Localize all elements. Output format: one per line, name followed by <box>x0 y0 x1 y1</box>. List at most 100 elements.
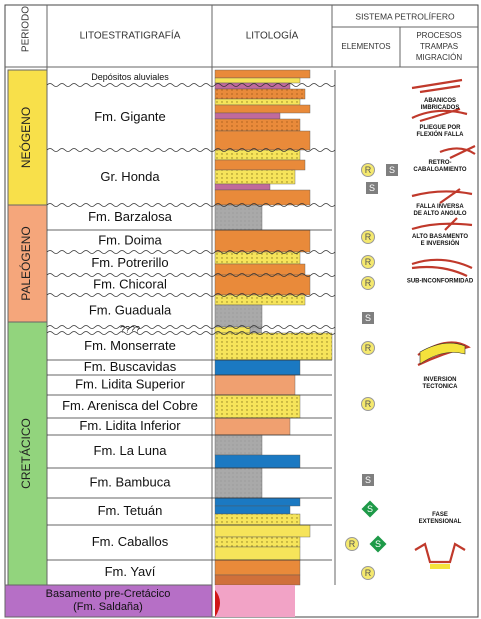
process-icon <box>412 189 472 203</box>
element-label: R <box>365 278 372 288</box>
header-lithology: LITOLOGÍA <box>246 29 299 42</box>
lithology-layer <box>215 70 310 78</box>
lithology-layer <box>215 230 310 252</box>
formation-boundary <box>47 84 335 87</box>
element-label: R <box>365 343 372 353</box>
lithology-layer <box>215 375 295 395</box>
period-label: CRETÁCICO <box>18 418 33 489</box>
lithology-layer <box>215 575 300 585</box>
formation-name: Fm. Guaduala <box>89 302 172 317</box>
process-label: RETRO- <box>429 160 452 166</box>
process-icon <box>412 80 462 92</box>
formation-name: Fm. Lidita Superior <box>75 376 185 391</box>
process-label: ABANICOS <box>424 98 456 104</box>
lithology-layer <box>215 560 300 575</box>
header-system: SISTEMA PETROLÍFERO <box>355 11 455 21</box>
formation-name: Fm. Monserrate <box>84 338 176 353</box>
lithology-layer <box>215 205 262 230</box>
period-label: PALEÓGENO <box>18 226 33 300</box>
lithology-layer <box>215 525 310 537</box>
formation-name: Fm. Tetuán <box>98 503 163 518</box>
formation-boundary <box>47 326 335 329</box>
formation-name: Gr. Honda <box>100 169 160 184</box>
element-label: S <box>367 504 373 514</box>
process-label: FALLA INVERSA <box>416 204 464 210</box>
lithology-layer <box>215 99 300 105</box>
lithology-layer <box>215 113 280 119</box>
lithology-layer <box>215 78 300 83</box>
lithology-layer <box>215 418 290 435</box>
basement-lithology <box>215 585 295 617</box>
formation-name: Fm. Doima <box>98 232 162 247</box>
lithology-layer <box>215 455 300 468</box>
element-label: S <box>389 165 395 175</box>
process-icon <box>412 260 472 276</box>
process-label: PLIEGUE POR <box>419 125 461 131</box>
lithology-layer <box>215 170 295 184</box>
process-icon <box>415 544 465 562</box>
process-label: ALTO BASAMENTO <box>412 234 468 240</box>
element-label: R <box>365 568 372 578</box>
basement-label: (Fm. Saldaña) <box>73 601 143 613</box>
lithology-layer <box>215 333 332 360</box>
header-processes: TRAMPAS <box>420 42 458 51</box>
lithology-layer <box>215 498 300 506</box>
formation-name: Fm. La Luna <box>94 443 168 458</box>
element-label: S <box>375 539 381 549</box>
lithology-layer <box>215 395 300 418</box>
process-label: INVERSION <box>423 377 456 383</box>
process-icon <box>440 146 475 158</box>
formation-name: Fm. Buscavidas <box>84 359 177 374</box>
header-period: PERIODO <box>21 6 32 52</box>
formation-name: Fm. Caballos <box>92 534 169 549</box>
process-label: FLEXIÓN FALLA <box>417 130 465 138</box>
header-lithostratigraphy: LITOESTRATIGRAFÍA <box>80 29 181 42</box>
process-label: DE ALTO ANGULO <box>414 211 467 217</box>
element-label: S <box>365 313 371 323</box>
formation-name: Fm. Bambuca <box>90 474 172 489</box>
formation-name: Fm. Chicoral <box>93 276 167 291</box>
lithology-layer <box>215 506 290 514</box>
lithology-layer <box>215 184 270 190</box>
element-label: R <box>349 539 356 549</box>
header-processes: PROCESOS <box>416 31 461 40</box>
formation-name: Fm. Potrerillo <box>91 255 168 270</box>
basement-label: Basamento pre-Cretácico <box>46 588 171 600</box>
lithology-layer <box>215 252 300 264</box>
formation-name: Fm. Barzalosa <box>88 209 173 224</box>
lithology-layer <box>215 160 305 170</box>
process-icon <box>412 218 472 230</box>
process-label: CABALGAMIENTO <box>413 167 467 173</box>
extensional-fill <box>430 564 450 569</box>
process-label: EXTENSIONAL <box>419 519 462 525</box>
header-elements: ELEMENTOS <box>341 42 390 51</box>
formation-name: Fm. Yaví <box>105 564 156 579</box>
element-label: R <box>365 257 372 267</box>
process-label: SUB-INCONFORMIDAD <box>407 279 474 285</box>
element-label: R <box>365 165 372 175</box>
lithology-layer <box>215 264 305 275</box>
formation-name: Depósitos aluviales <box>91 72 169 82</box>
lithology-layer <box>215 131 310 150</box>
formation-name: Fm. Arenisca del Cobre <box>62 398 198 413</box>
lithology-layer <box>215 105 310 113</box>
lithology-layer <box>215 435 262 455</box>
lithology-layer <box>215 190 310 205</box>
lithology-layer <box>215 547 300 560</box>
lithology-layer <box>215 360 300 375</box>
element-label: S <box>369 183 375 193</box>
process-label: FASE <box>432 512 448 518</box>
element-label: R <box>365 232 372 242</box>
formation-name: Fm. Lidita Inferior <box>79 418 181 433</box>
process-label: E INVERSIÓN <box>421 239 460 247</box>
lithology-layer <box>215 305 262 327</box>
lithology-layer <box>215 468 262 498</box>
formation-name: Fm. Gigante <box>94 109 166 124</box>
period-label: NEÓGENO <box>18 107 33 168</box>
lithology-layer <box>215 119 300 131</box>
lithology-layer <box>215 514 300 525</box>
stratigraphic-column: PERIODO LITOESTRATIGRAFÍA LITOLOGÍA SIST… <box>0 0 481 619</box>
lithology-layer <box>215 275 310 295</box>
lithology-layer <box>215 537 300 547</box>
header-processes: MIGRACIÓN <box>416 53 462 62</box>
